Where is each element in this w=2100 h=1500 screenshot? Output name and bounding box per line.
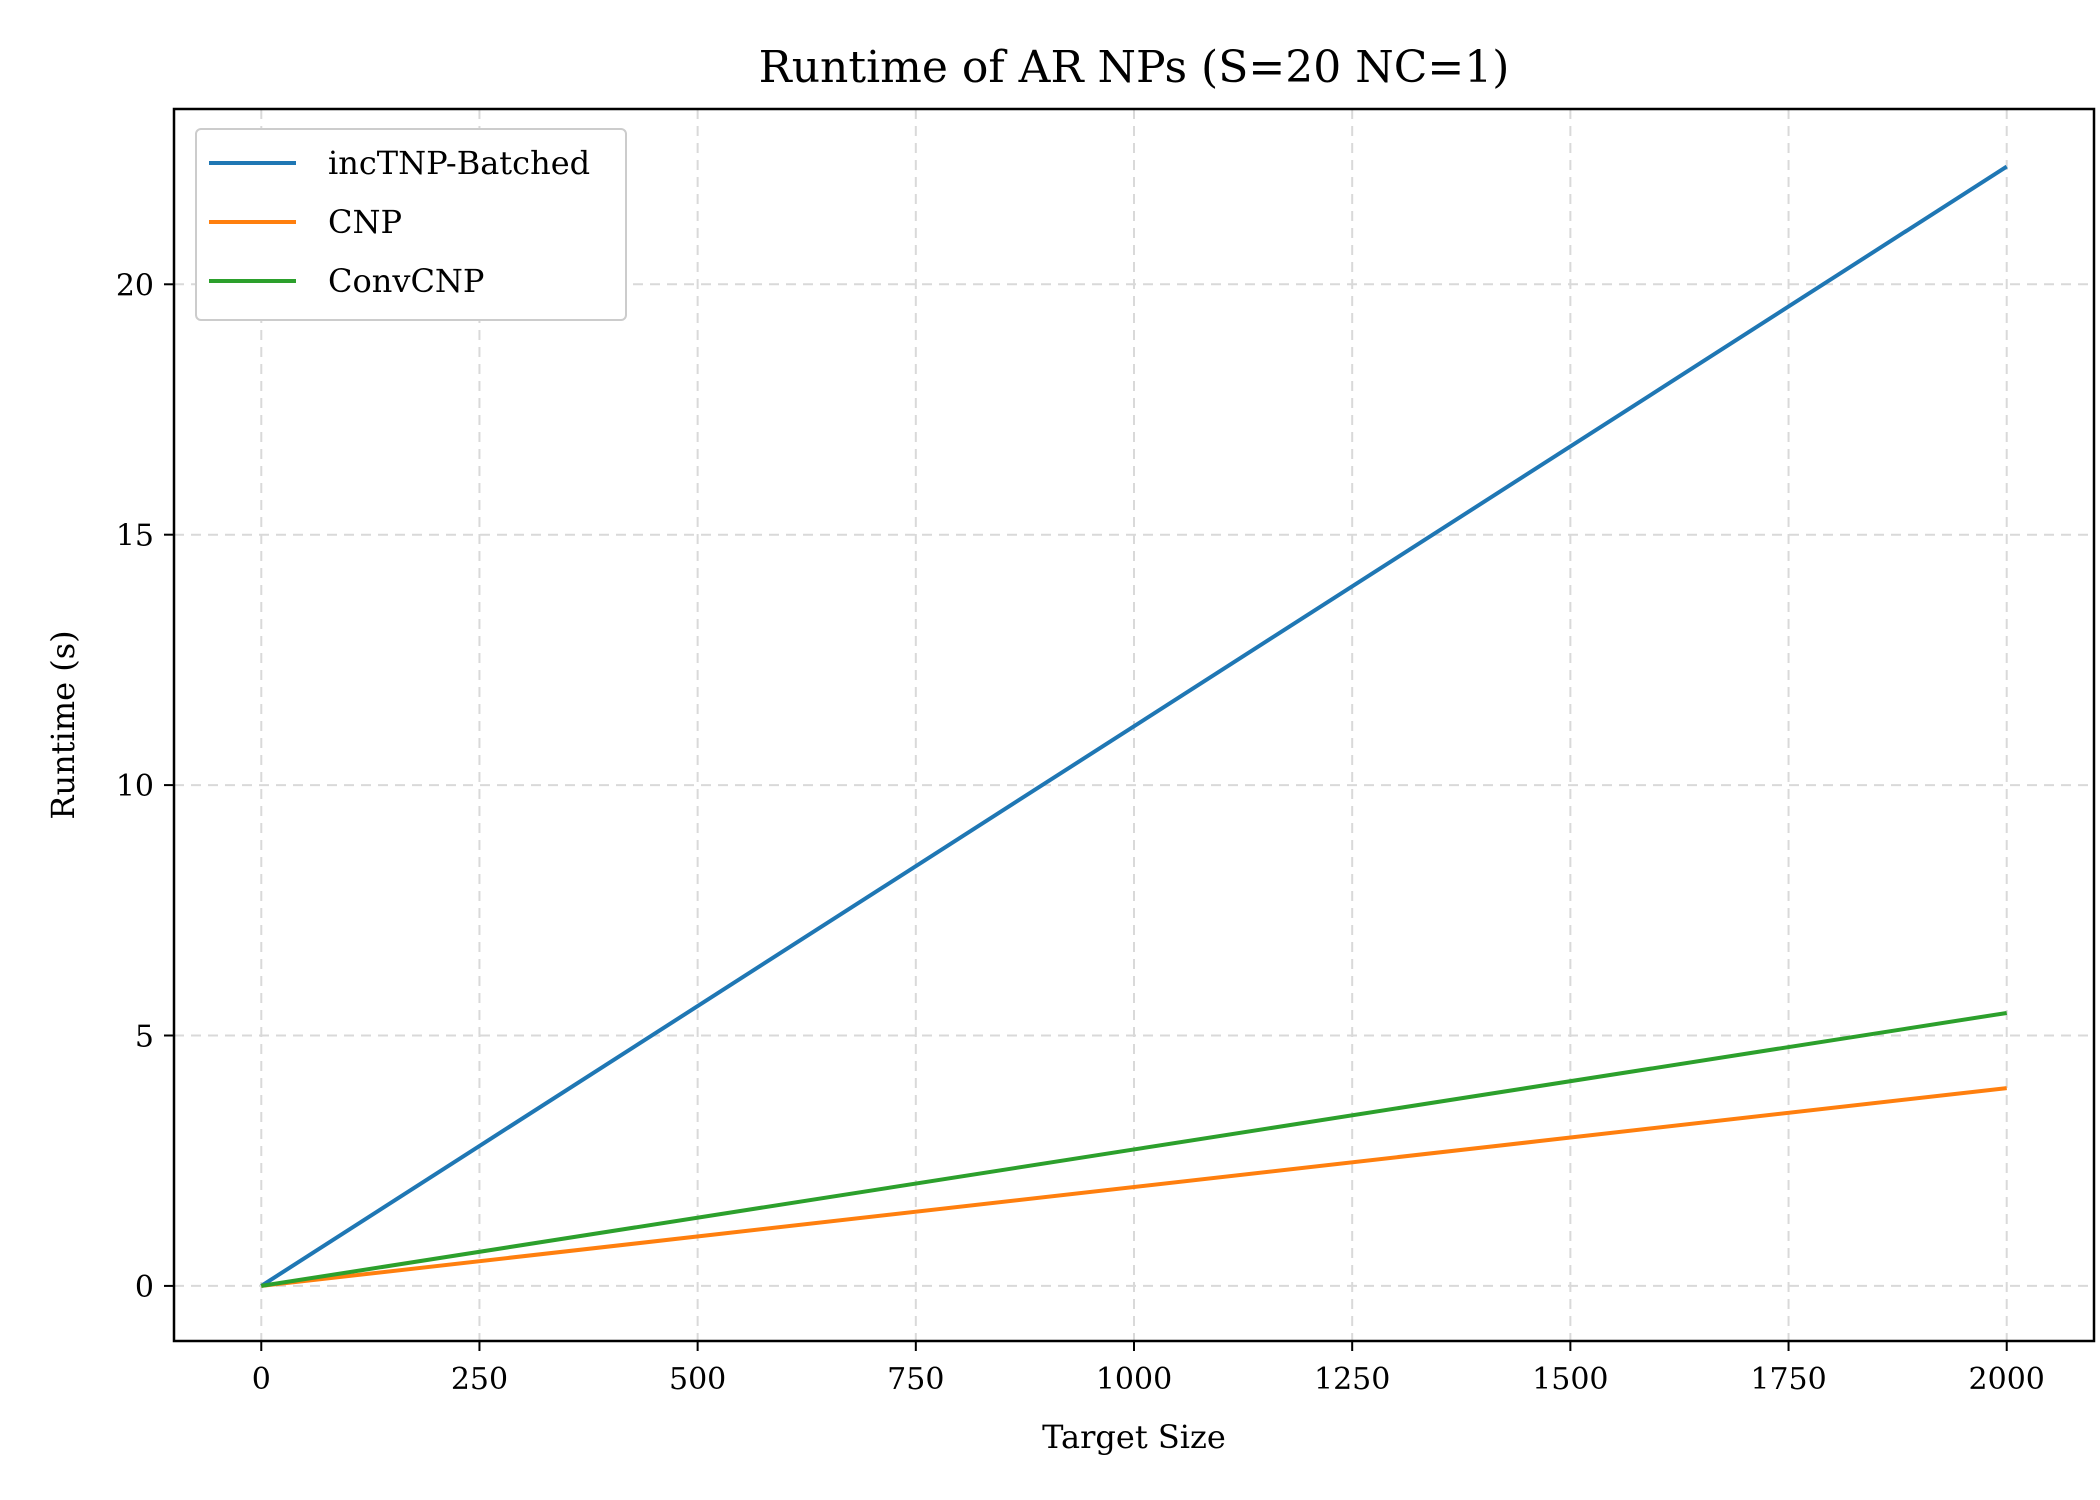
x-tick-label: 500 [669,1362,726,1397]
y-tick-label: 5 [135,1020,154,1055]
legend-box [195,128,627,321]
ticks: 0 250 500 750 1000 1250 1500 1750 2000 0 5 10 15 20 [116,268,2045,1397]
x-tick-label: 250 [451,1362,508,1397]
series-line-convcnp [260,1010,2008,1288]
series-line-cnp [261,1086,2007,1288]
x-tick-label: 1500 [1532,1362,1608,1397]
y-tick-label: 15 [116,519,154,554]
legend-label: ConvCNP [328,262,484,300]
chart-title: Runtime of AR NPs (S=20 NC=1) [759,42,1510,93]
legend-label: incTNP-Batched [328,144,590,182]
x-tick-label: 2000 [1969,1362,2045,1397]
y-tick-label: 10 [116,769,154,804]
x-tick-label: 750 [887,1362,944,1397]
x-axis-label: Target Size [1042,1418,1226,1456]
y-tick-label: 20 [116,268,154,303]
y-axis-label: Runtime (s) [44,630,82,819]
legend-label: CNP [328,203,402,241]
x-tick-label: 1000 [1096,1362,1172,1397]
legend: incTNP-Batched CNP ConvCNP [195,128,627,321]
series-layer [260,164,2008,1288]
x-tick-label: 0 [252,1362,271,1397]
series-line-inctnp-batched [260,164,2008,1288]
grid [174,109,2094,1341]
y-tick-label: 0 [135,1270,154,1305]
x-tick-label: 1250 [1314,1362,1390,1397]
x-tick-label: 1750 [1750,1362,1826,1397]
